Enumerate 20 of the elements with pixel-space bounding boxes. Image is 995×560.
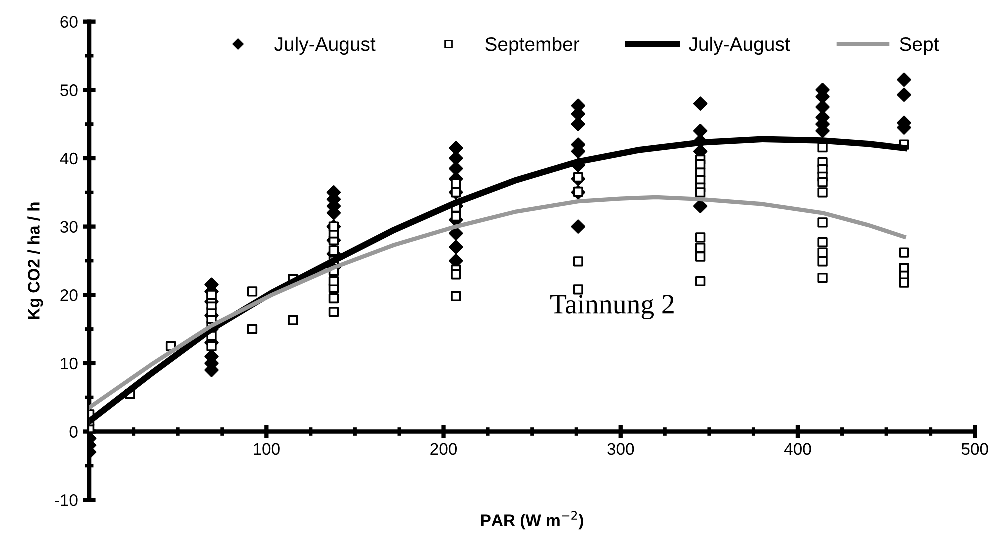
y-axis-title: Kg CO2 / ha / h: [28, 202, 44, 320]
legend-label: July-August: [689, 36, 790, 56]
legend-label: July-August: [274, 36, 376, 56]
y-tick-label: 50: [60, 84, 78, 96]
y-tick-label: 10: [61, 358, 78, 370]
y-tick-label: 0: [70, 426, 78, 438]
y-tick-label: 60: [60, 16, 78, 28]
y-tick-label: -10: [55, 494, 78, 506]
y-tick-label: 30: [60, 221, 78, 234]
x-tick-label: 200: [430, 443, 458, 456]
legend-label: Sept: [900, 37, 940, 56]
legend-label: September: [486, 36, 580, 56]
y-tick-label: 20: [60, 290, 78, 302]
annotation: Tainnung 2: [550, 295, 674, 320]
x-tick-label: 100: [254, 443, 280, 456]
x-axis-title: PAR (W m$^{−2}$): [481, 511, 584, 530]
x-tick-label: 300: [608, 443, 634, 456]
x-tick-label: 500: [962, 443, 988, 456]
x-tick-label: 400: [784, 443, 812, 456]
y-tick-label: 40: [60, 152, 78, 165]
